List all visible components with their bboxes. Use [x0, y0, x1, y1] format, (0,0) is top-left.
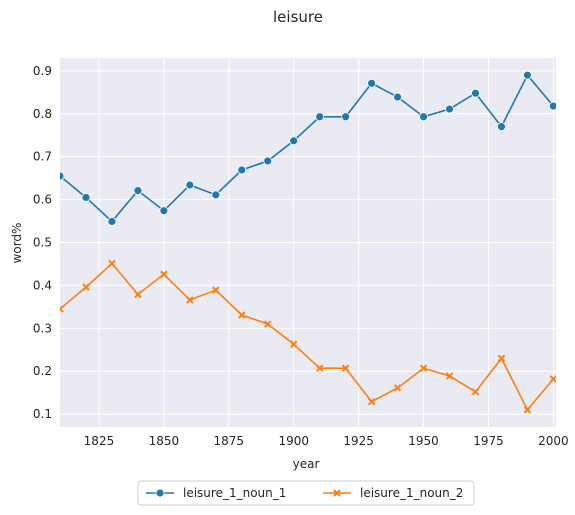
y-axis-label: word%: [10, 223, 24, 264]
legend-box: [137, 480, 475, 506]
data-point: [393, 384, 402, 392]
data-point: [419, 364, 428, 372]
data-point: [60, 171, 65, 181]
y-tick-label: 0.2: [33, 364, 52, 378]
data-point: [523, 406, 532, 414]
y-tick-label: 0.5: [33, 236, 52, 250]
legend-label: leisure_1_noun_1: [183, 486, 286, 500]
legend-marker: [333, 489, 341, 497]
y-tick-label: 0.1: [33, 407, 52, 421]
x-tick-labels: 1825 1850 1875 1900 1925 1950 1975 2000: [84, 434, 569, 448]
y-tick-label: 0.8: [33, 107, 52, 121]
data-point: [237, 165, 247, 175]
x-tick-label: 1875: [214, 434, 245, 448]
data-point: [549, 101, 556, 111]
series-leisure_1_noun_1: [60, 70, 556, 226]
legend-entry: leisure_1_noun_2: [323, 486, 463, 500]
y-tick-label: 0.4: [33, 278, 52, 292]
series-line: [60, 262, 555, 412]
legend-entry: leisure_1_noun_1: [146, 486, 286, 500]
legend-label: leisure_1_noun_2: [360, 486, 463, 500]
series-line: [60, 73, 555, 223]
data-point: [160, 270, 168, 278]
data-point: [419, 112, 428, 122]
x-tick-label: 1900: [278, 434, 309, 448]
data-point: [497, 122, 506, 132]
data-point: [185, 180, 195, 190]
y-tick-label: 0.3: [33, 321, 52, 335]
chart-title: leisure: [273, 8, 323, 26]
data-point: [471, 88, 480, 98]
data-point: [471, 388, 480, 396]
data-point: [263, 156, 273, 166]
data-point: [290, 340, 298, 348]
data-point: [212, 286, 220, 294]
data-point: [497, 354, 506, 363]
gridlines: [60, 58, 556, 427]
data-point: [367, 78, 377, 88]
data-point: [81, 193, 91, 202]
legend: leisure_1_noun_1 leisure_1_noun_2: [137, 480, 475, 506]
data-point: [82, 283, 90, 291]
data-point: [393, 92, 402, 102]
x-tick-label: 1925: [343, 434, 374, 448]
data-point: [367, 397, 376, 406]
data-point: [264, 320, 272, 328]
y-tick-label: 0.9: [33, 64, 52, 78]
x-tick-label: 1825: [84, 434, 115, 448]
x-tick-label: 1975: [473, 434, 504, 448]
data-point: [211, 190, 221, 200]
data-point: [523, 70, 532, 80]
data-point: [445, 104, 454, 114]
series-layer: [60, 70, 556, 414]
data-point: [238, 311, 246, 319]
data-point: [341, 364, 350, 372]
y-tick-labels: 0.1 0.2 0.3 0.4 0.5 0.6 0.7 0.8 0.9: [33, 64, 52, 421]
data-point: [134, 290, 142, 299]
data-point: [186, 296, 194, 304]
data-point: [341, 112, 351, 122]
x-axis-label: year: [293, 457, 320, 471]
y-tick-label: 0.7: [33, 150, 52, 164]
data-point: [315, 364, 324, 372]
data-point: [133, 186, 143, 195]
x-tick-label: 2000: [538, 434, 569, 448]
x-tick-label: 1950: [408, 434, 439, 448]
data-point: [445, 372, 454, 380]
x-tick-label: 1850: [149, 434, 180, 448]
data-point: [549, 375, 556, 383]
y-tick-label: 0.6: [33, 193, 52, 207]
series-leisure_1_noun_2: [60, 259, 556, 414]
data-point: [159, 206, 169, 216]
data-point: [315, 112, 325, 122]
data-point: [108, 259, 116, 268]
legend-marker: [155, 488, 165, 498]
data-point: [60, 305, 64, 313]
data-point: [107, 217, 117, 226]
data-point: [289, 136, 299, 146]
